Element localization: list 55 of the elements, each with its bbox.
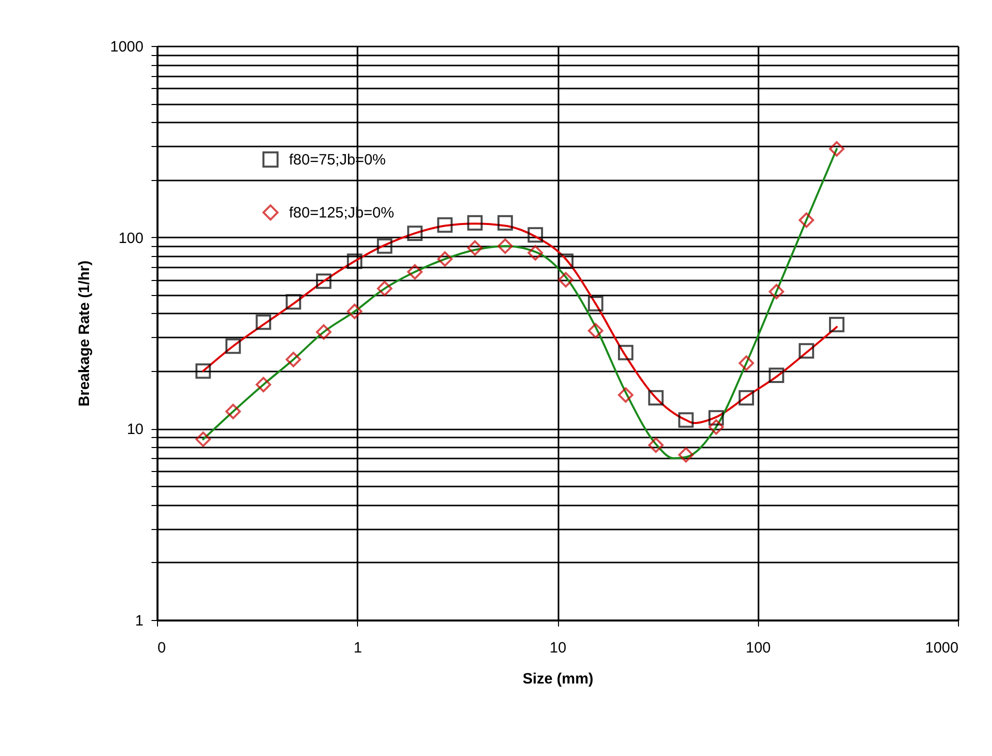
point (286, 352, 302, 368)
point (316, 324, 332, 340)
point (467, 240, 483, 256)
point (558, 254, 574, 269)
point (437, 217, 453, 233)
point (829, 141, 844, 157)
point (256, 376, 272, 392)
point (497, 215, 513, 231)
point (225, 338, 241, 354)
point (558, 272, 574, 288)
point (346, 254, 362, 269)
y-tick-label: 100 (118, 230, 144, 247)
point (225, 404, 241, 420)
x-tick-label: 0 (158, 640, 166, 656)
point (346, 304, 362, 320)
point (195, 432, 211, 447)
x-tick-label: 10 (550, 640, 566, 656)
y-tick-label: 1 (135, 612, 144, 630)
point (708, 410, 724, 426)
y-tick-label: 10 (126, 421, 144, 438)
x-tick-label: 1 (354, 640, 362, 656)
point (376, 280, 392, 296)
point (467, 215, 483, 231)
x-tick-label: 100 (746, 640, 771, 656)
point (286, 294, 302, 310)
point (648, 437, 664, 453)
point (738, 355, 754, 371)
point (798, 212, 814, 228)
point (648, 390, 664, 406)
point (437, 251, 453, 267)
point (618, 344, 634, 360)
point (376, 238, 392, 254)
y-tick-label: 1000 (110, 38, 144, 56)
point (588, 323, 604, 338)
x-tick-label: 1000 (925, 640, 958, 656)
point (256, 314, 272, 330)
y-axis-title: Breakage Rate (1/hr) (76, 260, 94, 406)
point (407, 264, 423, 280)
point (195, 363, 211, 379)
point (678, 412, 694, 428)
x-axis-title: Size (mm) (522, 670, 594, 688)
point (407, 226, 423, 241)
point (798, 343, 814, 359)
point (528, 227, 544, 243)
point (829, 316, 844, 332)
point (678, 447, 694, 463)
point (497, 238, 513, 254)
point (588, 296, 604, 312)
point (316, 273, 332, 289)
point (618, 387, 634, 403)
point (738, 390, 754, 406)
point (708, 419, 724, 435)
point (768, 284, 784, 300)
point (528, 245, 544, 261)
point (768, 368, 784, 384)
